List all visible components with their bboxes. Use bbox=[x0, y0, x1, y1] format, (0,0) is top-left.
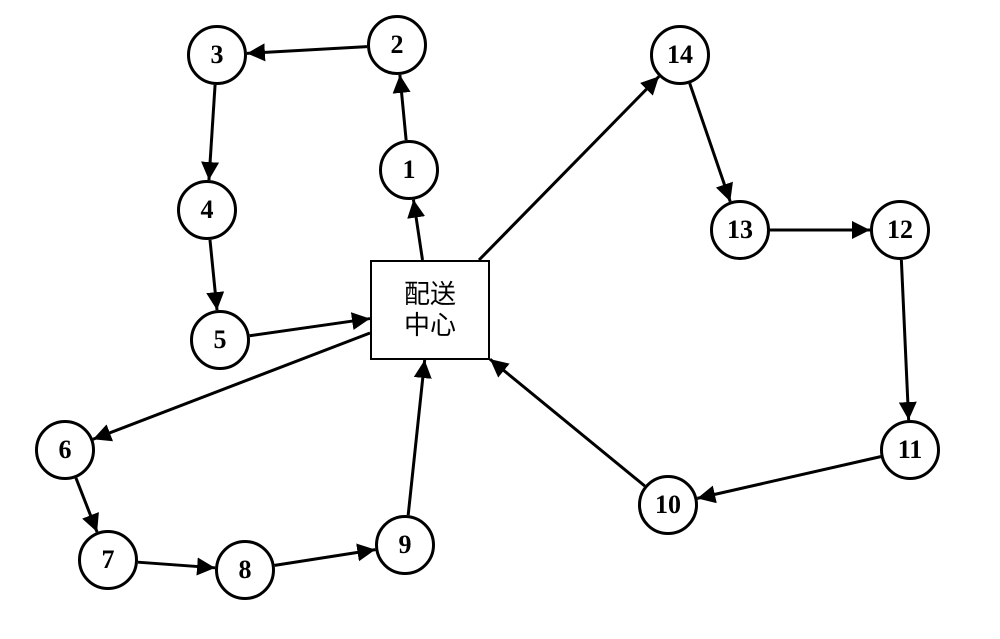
edge-center-1 bbox=[413, 200, 422, 260]
node-4: 4 bbox=[177, 180, 237, 240]
node-5: 5 bbox=[190, 310, 250, 370]
edge-14-13 bbox=[690, 83, 731, 201]
edge-6-7 bbox=[76, 478, 97, 532]
edge-10-center bbox=[490, 359, 645, 486]
edge-12-11 bbox=[901, 260, 908, 420]
edge-3-4 bbox=[209, 85, 215, 180]
edge-center-14 bbox=[479, 76, 659, 260]
edge-11-10 bbox=[697, 457, 880, 499]
node-label-4: 4 bbox=[201, 194, 214, 225]
node-label-12: 12 bbox=[887, 214, 913, 245]
node-label-14: 14 bbox=[667, 39, 693, 70]
node-7: 7 bbox=[78, 530, 138, 590]
edges-layer bbox=[0, 0, 1000, 639]
node-14: 14 bbox=[650, 25, 710, 85]
node-label-10: 10 bbox=[655, 489, 681, 520]
edge-9-center bbox=[408, 360, 425, 515]
edge-5-center bbox=[250, 319, 370, 336]
node-label-1: 1 bbox=[403, 154, 416, 185]
node-label-8: 8 bbox=[239, 554, 252, 585]
node-label-3: 3 bbox=[211, 39, 224, 70]
center-node: 配送 中心 bbox=[370, 260, 490, 360]
node-2: 2 bbox=[367, 15, 427, 75]
node-10: 10 bbox=[638, 475, 698, 535]
edge-2-3 bbox=[247, 47, 367, 54]
node-label-9: 9 bbox=[399, 529, 412, 560]
node-6: 6 bbox=[35, 420, 95, 480]
routing-diagram: 配送 中心1234567891011121314 bbox=[0, 0, 1000, 639]
edge-7-8 bbox=[138, 562, 215, 568]
node-label-7: 7 bbox=[102, 544, 115, 575]
node-13: 13 bbox=[710, 200, 770, 260]
node-1: 1 bbox=[379, 140, 439, 200]
node-12: 12 bbox=[870, 200, 930, 260]
node-label-13: 13 bbox=[727, 214, 753, 245]
node-label-6: 6 bbox=[59, 434, 72, 465]
node-11: 11 bbox=[880, 420, 940, 480]
node-label-11: 11 bbox=[898, 434, 923, 465]
node-9: 9 bbox=[375, 515, 435, 575]
center-node-label: 配送 中心 bbox=[404, 279, 456, 341]
node-label-5: 5 bbox=[214, 324, 227, 355]
node-8: 8 bbox=[215, 540, 275, 600]
edge-1-2 bbox=[400, 75, 406, 140]
edge-4-5 bbox=[210, 240, 217, 310]
edge-8-9 bbox=[275, 550, 376, 566]
node-3: 3 bbox=[187, 25, 247, 85]
node-label-2: 2 bbox=[391, 29, 404, 60]
